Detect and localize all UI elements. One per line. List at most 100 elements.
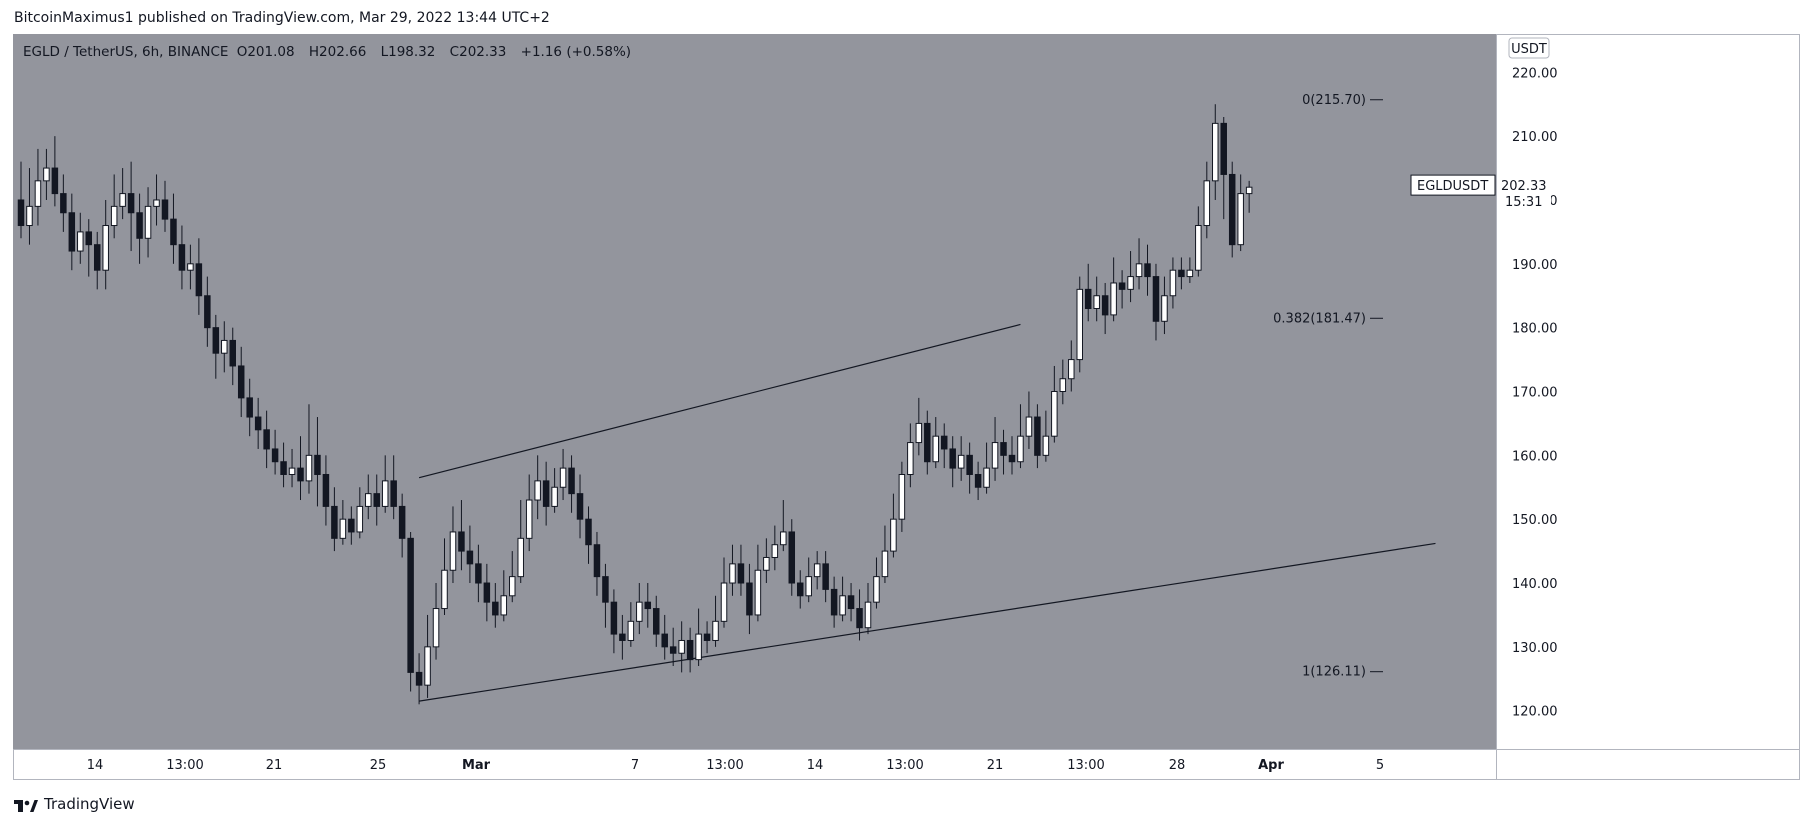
candle[interactable]: [77, 212, 84, 264]
candle[interactable]: [475, 544, 482, 603]
candle[interactable]: [365, 474, 372, 520]
candlestick-chart[interactable]: 0(215.70) 0.382(181.47) 1(126.11) USDT 220.…: [13, 34, 1800, 780]
candle[interactable]: [110, 174, 118, 239]
candle[interactable]: [644, 583, 652, 628]
candle[interactable]: [551, 468, 558, 513]
candle[interactable]: [1000, 429, 1007, 475]
candle[interactable]: [585, 506, 592, 564]
candle[interactable]: [432, 583, 440, 660]
candle[interactable]: [796, 570, 804, 609]
candle[interactable]: [254, 397, 262, 449]
trendline-upper[interactable]: [418, 323, 1021, 479]
candle[interactable]: [1169, 257, 1177, 309]
candle[interactable]: [983, 442, 990, 494]
plot-area[interactable]: [13, 34, 1496, 749]
candle[interactable]: [695, 608, 702, 667]
candle[interactable]: [246, 378, 253, 437]
candle[interactable]: [187, 244, 194, 290]
candle[interactable]: [737, 544, 745, 596]
candle[interactable]: [17, 161, 25, 239]
candle[interactable]: [204, 276, 211, 347]
candle[interactable]: [212, 314, 220, 379]
candle[interactable]: [415, 653, 423, 705]
candle[interactable]: [830, 576, 838, 628]
candle[interactable]: [1059, 359, 1067, 405]
candle[interactable]: [822, 551, 829, 603]
candle[interactable]: [483, 563, 491, 622]
candle[interactable]: [898, 461, 906, 532]
candle[interactable]: [1017, 404, 1024, 469]
candle[interactable]: [1186, 257, 1194, 283]
candle[interactable]: [356, 487, 364, 539]
candle[interactable]: [534, 455, 541, 520]
candle[interactable]: [890, 493, 897, 558]
candle[interactable]: [102, 199, 109, 290]
candle[interactable]: [449, 506, 457, 584]
candle[interactable]: [466, 525, 474, 584]
candle[interactable]: [381, 455, 389, 513]
candle[interactable]: [1161, 276, 1168, 335]
candle[interactable]: [974, 461, 982, 501]
candle[interactable]: [1195, 206, 1202, 277]
candle[interactable]: [271, 429, 279, 475]
candle[interactable]: [627, 602, 635, 647]
candle[interactable]: [1034, 404, 1041, 469]
candle[interactable]: [263, 410, 270, 469]
candle[interactable]: [703, 621, 711, 654]
candle[interactable]: [847, 583, 855, 622]
candle[interactable]: [314, 417, 321, 507]
candle[interactable]: [746, 563, 753, 635]
candle[interactable]: [331, 487, 338, 552]
candle[interactable]: [305, 404, 313, 494]
candle[interactable]: [636, 583, 643, 635]
candle[interactable]: [1084, 263, 1092, 322]
candle[interactable]: [398, 493, 406, 558]
candle[interactable]: [178, 225, 186, 290]
candle[interactable]: [229, 327, 236, 386]
candle[interactable]: [686, 627, 694, 673]
candle[interactable]: [51, 136, 59, 207]
candle[interactable]: [68, 193, 76, 271]
candle[interactable]: [712, 595, 719, 647]
candle[interactable]: [1093, 276, 1100, 322]
candle[interactable]: [1203, 161, 1211, 239]
candle[interactable]: [85, 219, 93, 277]
candle[interactable]: [517, 500, 524, 584]
trendline-lower[interactable]: [418, 542, 1436, 702]
candle[interactable]: [1212, 104, 1219, 200]
candle[interactable]: [805, 557, 812, 603]
candle[interactable]: [754, 544, 762, 622]
candle[interactable]: [729, 544, 736, 596]
candle[interactable]: [136, 193, 143, 264]
candle[interactable]: [170, 193, 177, 264]
candle[interactable]: [161, 180, 169, 232]
candle[interactable]: [678, 621, 685, 673]
candle[interactable]: [932, 417, 940, 469]
candle[interactable]: [1152, 263, 1160, 341]
candle[interactable]: [34, 148, 42, 226]
candle[interactable]: [1228, 161, 1236, 258]
candle[interactable]: [1220, 116, 1227, 220]
candle[interactable]: [119, 168, 126, 220]
candle[interactable]: [771, 525, 779, 571]
candle[interactable]: [1127, 251, 1134, 303]
candle[interactable]: [949, 436, 956, 488]
candle[interactable]: [1025, 391, 1033, 449]
candle[interactable]: [602, 563, 609, 628]
candle[interactable]: [856, 589, 863, 641]
candle[interactable]: [1068, 340, 1075, 392]
candle[interactable]: [593, 531, 601, 596]
candle[interactable]: [542, 461, 550, 526]
candle[interactable]: [492, 583, 499, 628]
candle[interactable]: [509, 551, 516, 603]
candle[interactable]: [322, 455, 330, 526]
candle[interactable]: [390, 455, 397, 520]
candle[interactable]: [43, 148, 50, 200]
candle[interactable]: [1042, 410, 1050, 462]
candle[interactable]: [839, 576, 846, 622]
candle[interactable]: [1051, 365, 1058, 443]
candle[interactable]: [924, 410, 931, 475]
candle[interactable]: [280, 442, 287, 488]
tradingview-logo[interactable]: TradingView: [14, 795, 135, 813]
candle[interactable]: [763, 538, 770, 584]
